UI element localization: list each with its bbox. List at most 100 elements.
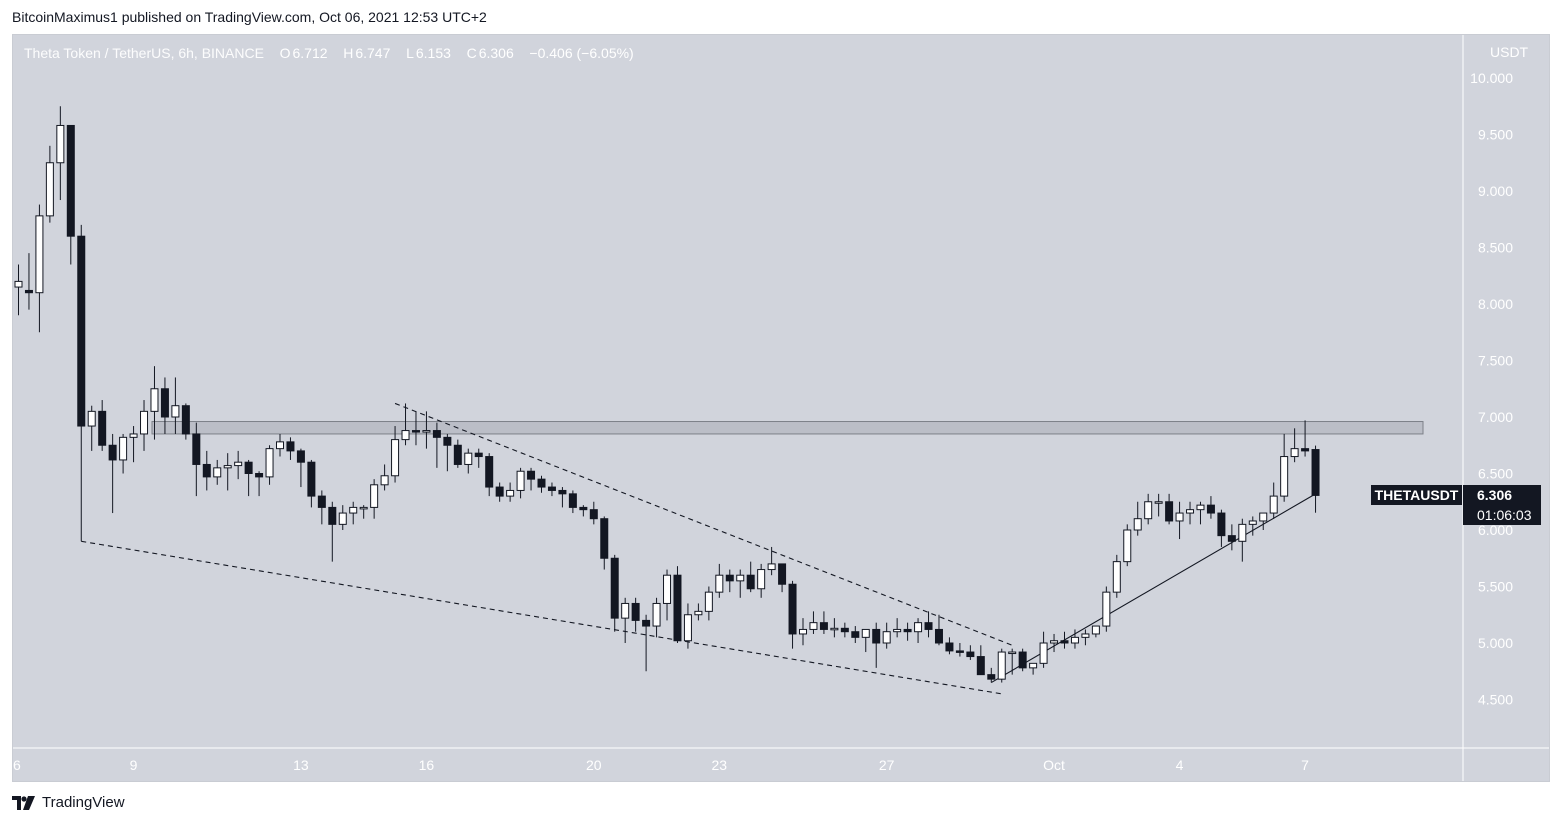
time-tick-label: 23 [712, 757, 728, 773]
candle-body [987, 674, 996, 680]
candle-body [819, 622, 828, 630]
time-tick-label: Oct [1043, 757, 1065, 773]
time-tick-label: 7 [1301, 757, 1309, 773]
candle-body [872, 628, 881, 644]
candle-body [652, 602, 661, 627]
candle-body [1227, 535, 1236, 542]
candle-body [1091, 625, 1100, 635]
candle [286, 437, 295, 460]
candle-body [495, 486, 504, 497]
candle-body [1196, 504, 1205, 511]
time-tick-label: 6 [13, 757, 21, 773]
candle-body [955, 650, 964, 653]
candle [14, 264, 23, 316]
candle [537, 475, 546, 493]
candle-body [1206, 504, 1215, 514]
tradingview-logo[interactable]: TradingView [12, 794, 125, 811]
candle [610, 554, 619, 632]
candle-body [464, 452, 473, 465]
candle-body [1050, 640, 1059, 644]
candle-body [432, 430, 441, 438]
candle [422, 411, 431, 449]
candle-body [1154, 501, 1163, 504]
candle [516, 467, 525, 499]
candle [1311, 445, 1320, 513]
candle-body [45, 162, 54, 217]
candle-body [349, 506, 358, 514]
candle [589, 501, 598, 525]
candle [1018, 648, 1027, 672]
candle-body [98, 410, 107, 446]
candle-body [600, 518, 609, 559]
candle [495, 482, 504, 502]
candle [1102, 586, 1111, 632]
candle [1081, 629, 1090, 646]
candle [652, 597, 661, 638]
candle [45, 145, 54, 223]
candle [1196, 501, 1205, 525]
candle [1060, 631, 1069, 649]
candle [694, 603, 703, 621]
candle [391, 426, 400, 483]
candle-body [140, 410, 149, 435]
candle [202, 450, 211, 491]
candle-body [422, 430, 431, 433]
candle-body [945, 642, 954, 652]
candle [1123, 524, 1132, 567]
candle [338, 505, 347, 530]
price-tick-label: 8.500 [1478, 240, 1513, 256]
candle-body [370, 484, 379, 508]
candle-body [547, 486, 556, 491]
candle-body [966, 651, 975, 658]
candle [317, 490, 326, 525]
candle [160, 377, 169, 434]
candle [882, 622, 891, 649]
candle-body [746, 574, 755, 590]
candle-body [809, 622, 818, 630]
candle-body [1301, 448, 1310, 452]
candle [1301, 420, 1310, 457]
candle [1290, 428, 1299, 463]
candle-body [861, 628, 870, 638]
candle-body [579, 506, 588, 511]
candle-body [516, 470, 525, 491]
candle [181, 403, 190, 440]
candle-body [24, 289, 33, 294]
candle-body [401, 430, 410, 441]
candle [799, 618, 807, 646]
candle-body [631, 602, 640, 621]
candle [1175, 501, 1184, 540]
candle [1029, 662, 1038, 675]
candle-body [736, 574, 745, 582]
candle [872, 622, 881, 668]
candle [401, 403, 410, 446]
chart-frame[interactable] [12, 34, 1550, 782]
candle [24, 253, 33, 310]
price-tick-label: 8.000 [1478, 296, 1513, 312]
candle-body [35, 215, 44, 294]
candle [140, 400, 149, 451]
candle [1133, 501, 1142, 536]
candle-body [610, 557, 619, 619]
candle [934, 614, 943, 646]
candle-body [317, 495, 326, 508]
candle-body [265, 448, 274, 478]
candle [1186, 501, 1195, 525]
candle-body [108, 444, 117, 461]
candle [1144, 493, 1153, 525]
descending-resistance-line [394, 402, 1013, 646]
candle [600, 516, 609, 570]
price-tick-label: 7.500 [1478, 353, 1513, 369]
candle-body [1008, 651, 1017, 655]
time-axis: 6 9 13 16 20 23 27 Oct 4 7 [13, 747, 1549, 773]
candle [359, 505, 368, 519]
price-tick-label: 9.000 [1478, 183, 1513, 199]
candle [77, 224, 86, 542]
candle-body [443, 436, 452, 446]
candle [830, 618, 839, 638]
candle-body [1123, 529, 1132, 563]
candle [736, 569, 745, 598]
legend-low-value: 6.153 [415, 45, 451, 61]
candle-body [1112, 561, 1121, 593]
